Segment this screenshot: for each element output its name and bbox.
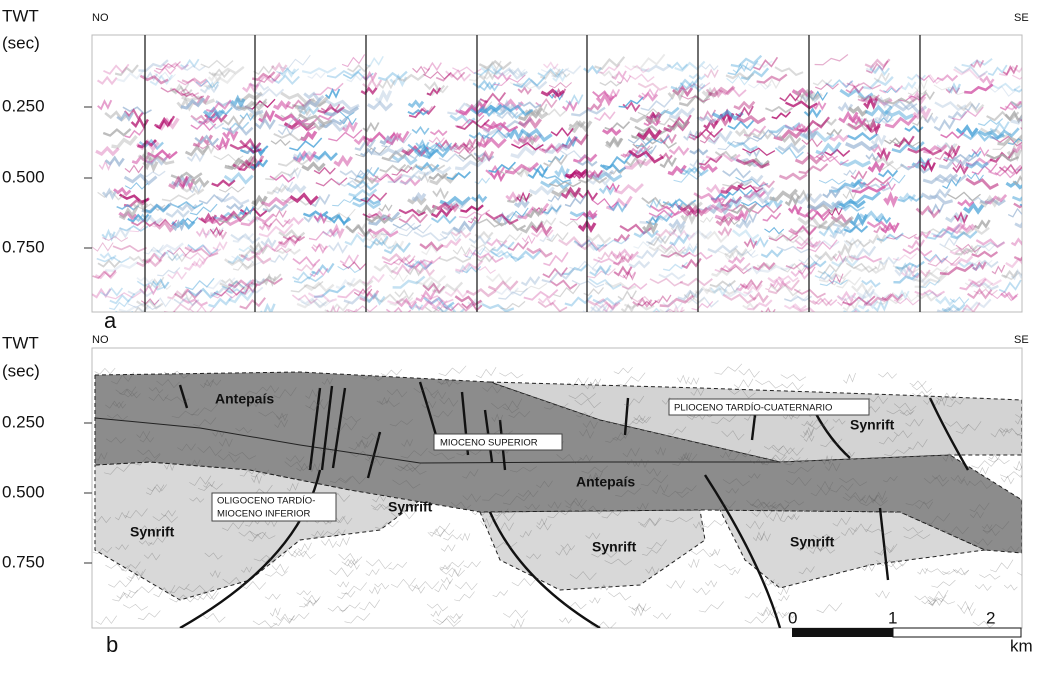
unit-label: Synrift [592,539,637,555]
panel-label: b [106,632,118,657]
unit-label: Antepaís [215,391,274,407]
reflector [1021,124,1035,132]
unit-label: Synrift [388,499,433,515]
scale-bar [893,628,1021,637]
reflector [115,312,149,320]
unit-label: PLIOCENO TARDÍO-CUATERNARIO [674,403,832,414]
orientation-label: NO [92,334,109,346]
tick-label: 0.750 [2,552,45,571]
tick-label: 0.250 [2,96,45,115]
scale-unit: km [1010,636,1033,655]
tick-label: 0.500 [2,482,45,501]
unit-label: MIOCENO INFERIOR [217,509,311,520]
orientation-label: SE [1014,12,1029,24]
axis-b [84,423,92,563]
axis-title: TWT [2,333,39,352]
axis-title: TWT [2,6,39,25]
scale-label: 2 [986,608,995,627]
axis-a [84,107,92,248]
scale-label: 1 [888,608,897,627]
scale-label: 0 [788,608,797,627]
unit-label: Synrift [130,524,175,540]
orientation-label: SE [1014,334,1029,346]
unit-label: OLIGOCENO TARDÍO- [217,496,315,507]
figure: TWT (sec) NO SE 0.250 0.500 0.750 a TWT … [0,0,1039,668]
reflector [1020,200,1039,206]
tick-label: 0.750 [2,237,45,256]
unit-label: MIOCENO SUPERIOR [440,438,538,449]
tick-label: 0.250 [2,412,45,431]
panel-label: a [104,308,117,333]
orientation-label: NO [92,12,109,24]
scale-bar [792,628,893,637]
reflector [159,312,190,321]
unit-label: Synrift [790,534,835,550]
unit-label: Synrift [850,417,895,433]
axis-title: (sec) [2,361,40,380]
tick-label: 0.500 [2,167,45,186]
unit-label: Antepaís [576,474,635,490]
axis-title: (sec) [2,33,40,52]
